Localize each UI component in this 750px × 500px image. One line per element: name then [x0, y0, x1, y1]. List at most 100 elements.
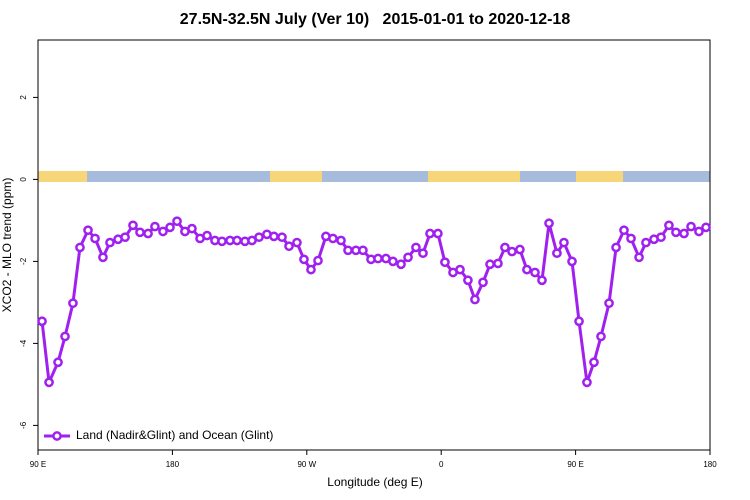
- y-tick-label: -6: [19, 421, 28, 429]
- point: [411, 242, 421, 253]
- point: [306, 264, 316, 275]
- point: [292, 237, 302, 248]
- point: [217, 236, 227, 247]
- point: [537, 275, 547, 286]
- point: [90, 233, 100, 244]
- point: [679, 228, 689, 239]
- point: [202, 230, 212, 241]
- point: [53, 357, 63, 368]
- legend-label: Land (Nadir&Glint) and Ocean (Glint): [76, 428, 273, 442]
- point: [686, 221, 696, 232]
- point: [75, 242, 85, 253]
- point: [388, 256, 398, 267]
- point: [500, 242, 510, 253]
- point: [277, 232, 287, 243]
- point: [559, 237, 569, 248]
- point: [98, 252, 108, 263]
- point: [269, 231, 279, 242]
- point: [313, 255, 323, 266]
- land-band: [38, 171, 87, 182]
- point: [641, 237, 651, 248]
- point: [470, 294, 480, 305]
- point: [373, 253, 383, 264]
- point: [60, 331, 70, 342]
- legend-marker: [52, 431, 62, 441]
- point: [611, 242, 621, 253]
- point: [396, 259, 406, 270]
- point: [485, 259, 495, 270]
- x-tick-label: 180: [703, 460, 717, 469]
- point: [582, 377, 592, 388]
- point: [105, 237, 115, 248]
- y-tick-label: 0: [19, 177, 28, 182]
- point: [328, 233, 338, 244]
- point: [664, 220, 674, 231]
- point: [463, 275, 473, 286]
- point: [522, 264, 532, 275]
- point: [83, 225, 93, 236]
- point: [403, 252, 413, 263]
- point: [493, 258, 503, 269]
- point: [37, 316, 47, 327]
- point: [619, 225, 629, 236]
- point: [254, 232, 264, 243]
- point: [507, 246, 517, 257]
- point: [44, 377, 54, 388]
- point: [552, 248, 562, 259]
- point: [656, 232, 666, 243]
- x-tick-label: 0: [439, 460, 444, 469]
- point: [694, 226, 704, 237]
- point: [135, 227, 145, 238]
- point: [150, 221, 160, 232]
- point: [68, 298, 78, 309]
- plot-frame: [37, 39, 711, 451]
- point: [530, 267, 540, 278]
- point: [128, 220, 138, 231]
- x-axis-label: Longitude (deg E): [327, 475, 422, 489]
- land-band: [428, 171, 520, 182]
- point: [343, 245, 353, 256]
- point: [604, 298, 614, 309]
- point: [284, 241, 294, 252]
- point: [120, 232, 130, 243]
- point: [336, 235, 346, 246]
- point: [143, 228, 153, 239]
- point: [232, 235, 242, 246]
- land-band: [270, 171, 322, 182]
- y-tick-label: -2: [19, 257, 28, 265]
- y-tick-label: -4: [19, 339, 28, 347]
- point: [418, 248, 428, 259]
- land-ocean-strip: [38, 171, 710, 182]
- point: [567, 256, 577, 267]
- land-band: [576, 171, 623, 182]
- point: [596, 331, 606, 342]
- x-tick-label: 90 E: [567, 460, 583, 469]
- point: [425, 228, 435, 239]
- point: [589, 357, 599, 368]
- point: [455, 264, 465, 275]
- point: [671, 227, 681, 238]
- point: [701, 222, 711, 233]
- point: [165, 222, 175, 233]
- point: [187, 223, 197, 234]
- point: [626, 233, 636, 244]
- ocean-band: [38, 171, 710, 182]
- point: [440, 257, 450, 268]
- point: [299, 254, 309, 265]
- y-tick-label: 2: [19, 95, 28, 100]
- point: [172, 216, 182, 227]
- x-tick-label: 90 E: [30, 460, 46, 469]
- chart-title: 27.5N-32.5N July (Ver 10) 2015-01-01 to …: [180, 11, 571, 28]
- point: [358, 245, 368, 256]
- point: [544, 218, 554, 229]
- x-tick-label: 180: [166, 460, 180, 469]
- point: [158, 226, 168, 237]
- x-tick-label: 90 W: [297, 460, 316, 469]
- point: [634, 252, 644, 263]
- point: [574, 316, 584, 327]
- point: [433, 228, 443, 239]
- point: [478, 277, 488, 288]
- y-axis-label: XCO2 - MLO trend (ppm): [0, 178, 14, 313]
- point: [515, 244, 525, 255]
